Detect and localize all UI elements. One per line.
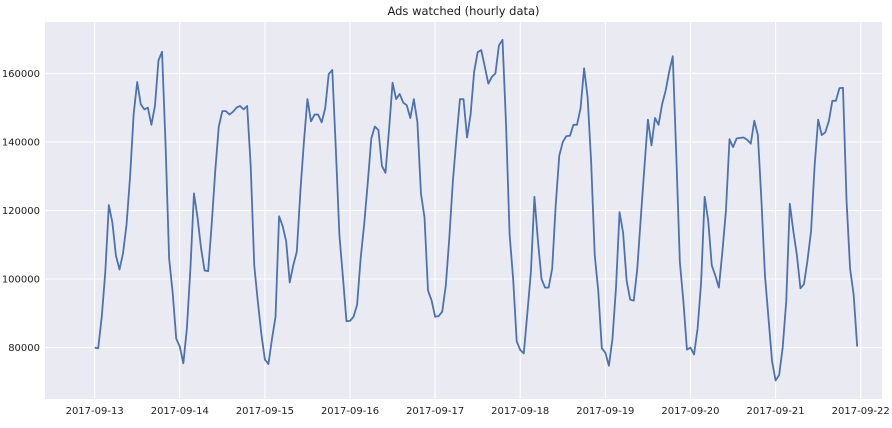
x-tick-label: 2017-09-14 — [151, 406, 209, 417]
series-line — [94, 38, 859, 382]
x-tick-label: 2017-09-19 — [576, 406, 634, 417]
y-tick-label: 80000 — [8, 343, 40, 354]
series — [94, 38, 859, 382]
x-tick-label: 2017-09-17 — [406, 406, 464, 417]
x-tick-label: 2017-09-21 — [747, 406, 805, 417]
x-tick-label: 2017-09-16 — [321, 406, 379, 417]
ticks: 80000 100000 120000 140000 160000 2017-09-13 2… — [2, 69, 890, 417]
y-tick-label: 140000 — [2, 137, 40, 148]
x-tick-label: 2017-09-13 — [66, 406, 124, 417]
x-tick-label: 2017-09-22 — [832, 406, 890, 417]
x-tick-label: 2017-09-15 — [236, 406, 294, 417]
y-tick-label: 120000 — [2, 206, 40, 217]
grid — [45, 22, 882, 399]
x-tick-label: 2017-09-18 — [491, 406, 549, 417]
y-tick-label: 100000 — [2, 275, 40, 286]
y-tick-label: 160000 — [2, 69, 40, 80]
chart-title: Ads watched (hourly data) — [387, 4, 539, 18]
x-tick-label: 2017-09-20 — [661, 406, 719, 417]
